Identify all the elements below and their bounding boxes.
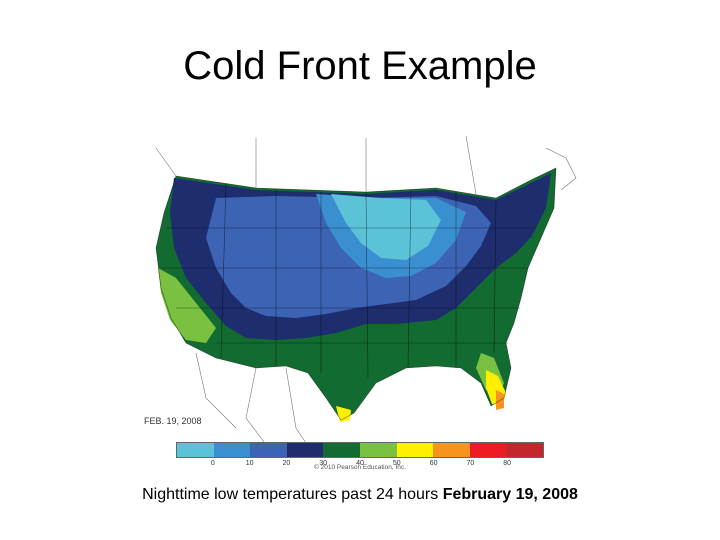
legend-swatch — [359, 443, 397, 457]
legend-swatch — [213, 443, 251, 457]
legend-tick-label: 30 — [319, 460, 328, 467]
legend-swatch — [323, 443, 360, 457]
band-50-60-west — [158, 268, 216, 343]
legend-swatch — [506, 443, 543, 457]
legend-tick-label: 40 — [356, 460, 364, 467]
legend-tick-label: 50 — [392, 460, 401, 467]
map-date-label: FEB. 19, 2008 — [144, 416, 202, 426]
publisher-credit: © 2010 Pearson Education, Inc. — [314, 464, 406, 471]
legend-ticks: 0 10 20 30 40 50 60 70 80 — [176, 458, 544, 470]
legend-tick-label: 20 — [282, 460, 291, 467]
legend-swatch — [396, 443, 434, 457]
slide-title: Cold Front Example — [183, 44, 537, 88]
legend-color-bar — [176, 442, 544, 458]
band-0-10 — [331, 194, 441, 260]
temperature-legend: 0 10 20 30 40 50 60 70 80 © 2010 Pearson Educati… — [176, 442, 544, 471]
caption-text: Nighttime low temperatures past 24 hours — [142, 486, 443, 503]
caption-date: February 19, 2008 — [442, 486, 578, 503]
legend-swatch — [286, 443, 324, 457]
legend-swatch — [250, 443, 287, 457]
legend-tick-label: 60 — [429, 460, 438, 467]
us-map-svg: FEB. 19, 2008 — [136, 128, 586, 466]
band-70-80-fl — [496, 390, 504, 410]
legend-tick-label: 70 — [466, 460, 475, 467]
legend-swatch — [433, 443, 470, 457]
slide-caption: Nighttime low temperatures past 24 hours… — [0, 486, 720, 504]
temperature-map: FEB. 19, 2008 — [136, 128, 586, 466]
legend-tick-label: 0 — [210, 460, 215, 467]
legend-swatch — [469, 443, 507, 457]
legend-tick-label: 10 — [245, 460, 254, 467]
legend-tick-label: 80 — [503, 460, 512, 467]
legend-swatch — [177, 443, 214, 457]
